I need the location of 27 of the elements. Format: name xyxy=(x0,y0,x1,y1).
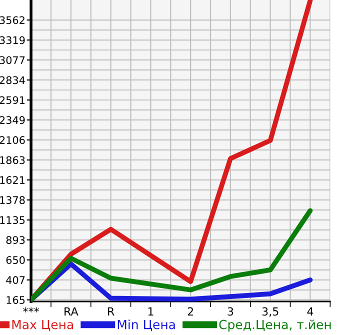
y-tick-label: 1378 xyxy=(0,196,25,204)
line-series xyxy=(31,208,313,302)
x-tick-label: 3,5 xyxy=(262,307,278,317)
y-tick-label: 1863 xyxy=(0,156,25,164)
legend-label: Min Цена xyxy=(118,320,175,332)
x-tick-label: *** xyxy=(23,307,40,312)
x-tick-label: R xyxy=(108,307,114,316)
y-tick-label: 2834 xyxy=(0,76,25,84)
legend-label: Max Цена xyxy=(12,320,74,332)
y-tick-label: 165 xyxy=(6,296,25,304)
x-tick-label: 2 xyxy=(188,307,193,316)
legend-label: Сред.Цена, т.йен xyxy=(219,320,331,332)
y-tick-label: 3319 xyxy=(0,36,25,44)
y-tick-label: 893 xyxy=(6,236,25,244)
y-tick-label: 407 xyxy=(6,276,25,284)
y-tick-label: 2106 xyxy=(0,136,25,144)
y-tick-label: 1621 xyxy=(0,176,25,184)
x-tick-label: 1 xyxy=(148,307,154,316)
y-tick-label: 3562 xyxy=(0,16,24,24)
y-tick-label: 2349 xyxy=(0,116,25,124)
y-tick-label: 650 xyxy=(6,256,25,264)
y-tick-label: 3077 xyxy=(0,56,25,64)
x-tick-label: 4 xyxy=(307,307,314,316)
y-tick-label: 2591 xyxy=(0,96,25,104)
y-tick-label: 1135 xyxy=(0,216,25,224)
x-tick-label: 3 xyxy=(228,307,234,316)
x-tick-label: RA xyxy=(64,307,78,316)
